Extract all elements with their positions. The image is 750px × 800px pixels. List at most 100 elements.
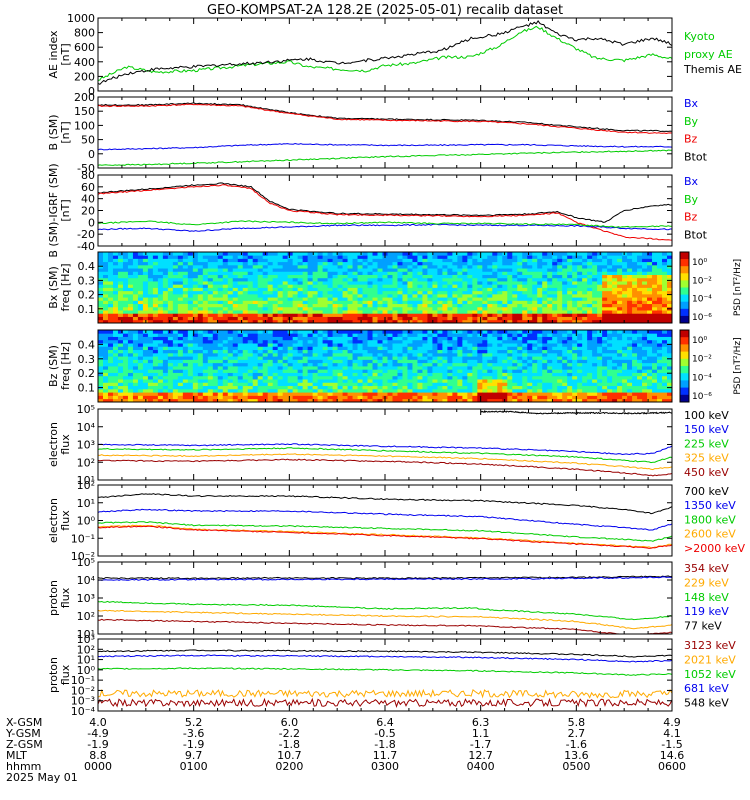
spectrogram-cell — [547, 293, 553, 298]
spectrogram-cell — [667, 271, 673, 275]
legend-entry: Kyoto — [684, 30, 715, 43]
spectrogram-cell — [437, 313, 443, 317]
spectrogram-cell — [642, 255, 648, 259]
spectrogram-cell — [287, 319, 294, 324]
spectrogram-cell — [352, 293, 358, 298]
spectrogram-cell — [292, 388, 299, 393]
spectrogram-cell — [407, 385, 413, 390]
spectrogram-cell — [137, 277, 144, 282]
spectrogram-cell — [312, 392, 319, 396]
spectrogram-cell — [342, 293, 348, 298]
spectrogram-cell — [437, 287, 443, 292]
spectrogram-cell — [597, 313, 603, 317]
spectrogram-cell — [587, 310, 593, 314]
spectrogram-cell — [387, 339, 393, 344]
spectrogram-cell — [342, 300, 348, 305]
spectrogram-cell — [152, 274, 159, 279]
spectrogram-cell — [432, 372, 438, 377]
spectrogram-cell — [267, 343, 274, 347]
spectrogram-cell — [102, 333, 109, 337]
spectrogram-cell — [117, 287, 124, 292]
spectrogram-cell — [667, 261, 673, 266]
spectrogram-cell — [387, 356, 393, 360]
spectrogram-cell — [187, 388, 194, 393]
spectrogram-cell — [437, 268, 443, 272]
spectrogram-cell — [262, 316, 269, 321]
spectrogram-cell — [322, 379, 328, 383]
spectrogram-cell — [402, 392, 408, 396]
spectrogram-cell — [187, 297, 194, 301]
spectrogram-cell — [277, 395, 284, 400]
spectrogram-cell — [372, 379, 378, 383]
spectrogram-cell — [512, 375, 518, 380]
spectrogram-cell — [337, 293, 343, 298]
spectrogram-cell — [442, 336, 448, 341]
spectrogram-cell — [162, 297, 169, 301]
spectrogram-cell — [552, 258, 558, 263]
spectrogram-cell — [367, 258, 373, 263]
spectrogram-cell — [117, 372, 124, 377]
spectrogram-cell — [552, 379, 558, 383]
spectrogram-cell — [197, 261, 204, 266]
spectrogram-cell — [212, 281, 219, 285]
spectrogram-cell — [532, 306, 538, 311]
spectrogram-cell — [452, 274, 458, 279]
spectrogram-cell — [287, 252, 294, 256]
spectrogram-cell — [247, 287, 254, 292]
spectrogram-cell — [192, 362, 199, 367]
spectrogram-cell — [202, 306, 209, 311]
spectrogram-cell — [337, 359, 343, 364]
spectrogram-cell — [452, 343, 458, 347]
spectrogram-cell — [462, 385, 468, 390]
spectrogram-cell — [177, 375, 184, 380]
spectrogram-cell — [257, 395, 264, 400]
spectrogram-cell — [442, 306, 448, 311]
spectrogram-cell — [447, 388, 453, 393]
spectrogram-cell — [622, 297, 628, 301]
spectrogram-cell — [312, 388, 319, 393]
spectrogram-cell — [457, 398, 463, 403]
spectrogram-cell — [562, 352, 568, 357]
spectrogram-cell — [602, 310, 608, 314]
spectrogram-cell — [132, 290, 139, 295]
spectrogram-cell — [447, 293, 453, 298]
spectrogram-cell — [377, 261, 383, 266]
spectrogram-cell — [407, 392, 413, 396]
spectrogram-cell — [162, 261, 169, 266]
spectrogram-cell — [567, 268, 573, 272]
spectrogram-cell — [457, 252, 463, 256]
spectrogram-cell — [662, 316, 668, 321]
spectrogram-cell — [432, 316, 438, 321]
spectrogram-cell — [332, 293, 338, 298]
spectrogram-cell — [177, 330, 184, 334]
spectrogram-cell — [537, 352, 543, 357]
spectrogram-cell — [462, 313, 468, 317]
spectrogram-cell — [507, 346, 513, 351]
spectrogram-cell — [142, 392, 149, 396]
spectrogram-cell — [517, 372, 523, 377]
spectrogram-cell — [562, 346, 568, 351]
spectrogram-cell — [197, 375, 204, 380]
spectrogram-cell — [417, 290, 423, 295]
spectrogram-cell — [232, 303, 239, 308]
spectrogram-cell — [127, 258, 134, 263]
spectrogram-cell — [122, 362, 129, 367]
spectrogram-cell — [557, 252, 563, 256]
spectrogram-cell — [642, 306, 648, 311]
spectrogram-cell — [262, 290, 269, 295]
spectrogram-cell — [602, 300, 608, 305]
spectrogram-cell — [392, 352, 398, 357]
spectrogram-cell — [577, 316, 583, 321]
spectrogram-cell — [377, 297, 383, 301]
spectrogram-cell — [142, 271, 149, 275]
spectrogram-cell — [497, 306, 503, 311]
spectrogram-cell — [122, 290, 129, 295]
spectrogram-cell — [372, 313, 378, 317]
spectrogram-cell — [98, 293, 104, 298]
spectrogram-cell — [532, 359, 538, 364]
spectrogram-cell — [667, 310, 673, 314]
spectrogram-cell — [352, 382, 358, 387]
spectrogram-cell — [327, 372, 333, 377]
spectrogram-cell — [382, 372, 388, 377]
spectrogram-cell — [327, 274, 333, 279]
